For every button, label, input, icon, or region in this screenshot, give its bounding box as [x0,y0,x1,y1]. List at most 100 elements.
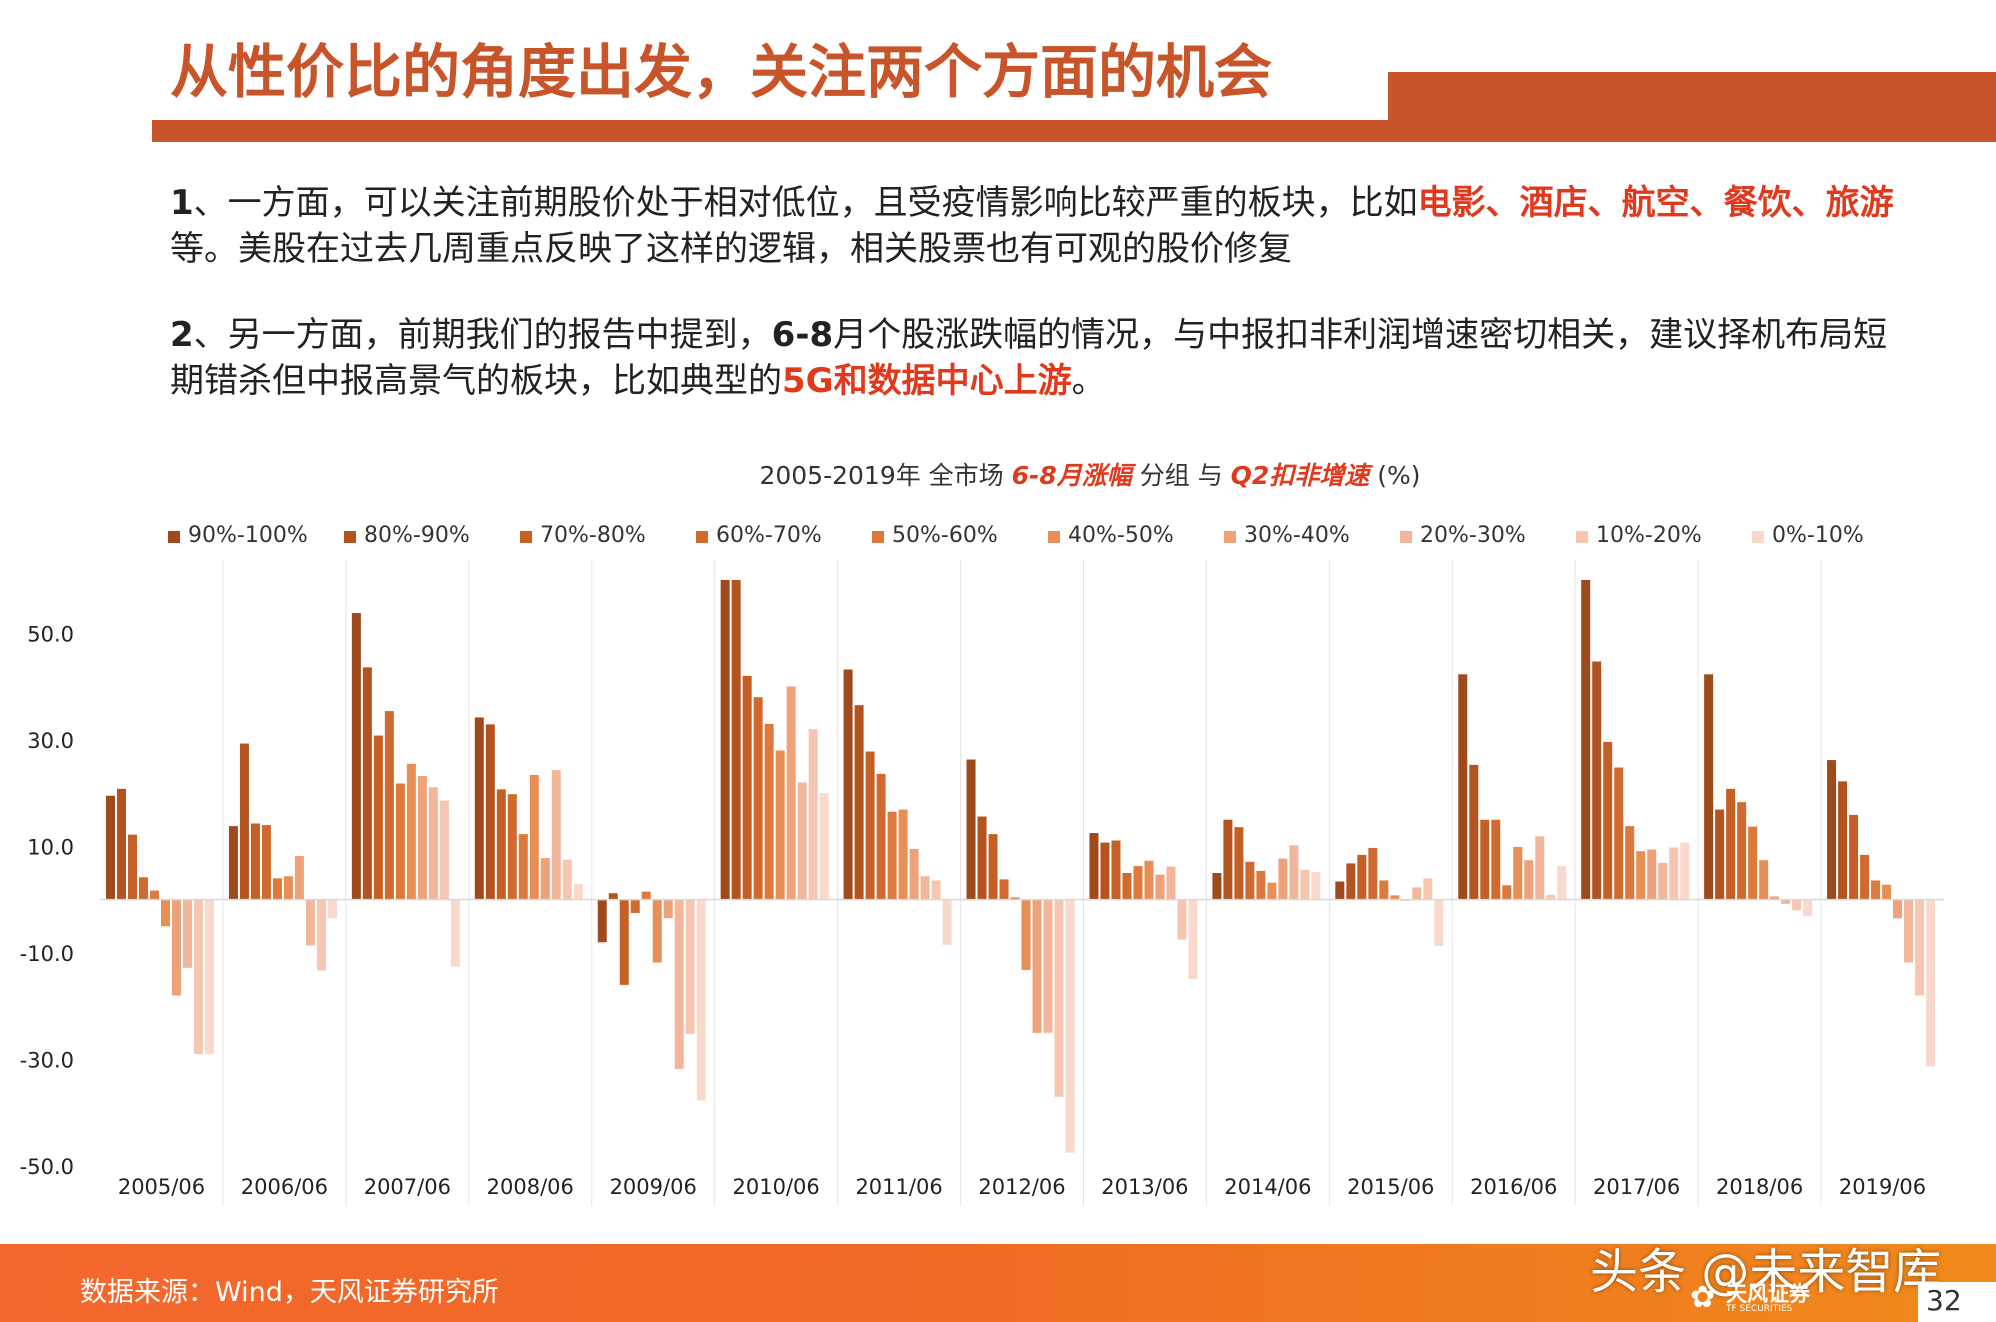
legend-label: 70%-80% [540,523,646,548]
bar [641,891,651,900]
x-tick-label: 2019/06 [1839,1175,1926,1199]
bar [808,729,818,900]
bar [373,735,383,900]
company-logo: ✿ 天风证券 TF SECURITIES [1690,1278,1822,1318]
paragraph-1-text-a: 、一方面，可以关注前期股价处于相对低位，且受疫情影响比较严重的板块，比如 [193,183,1418,223]
x-tick-label: 2007/06 [364,1175,451,1199]
bar [1133,866,1143,900]
bar [652,899,662,963]
bar [1122,873,1132,900]
bar [1770,896,1780,900]
bar [1212,873,1222,900]
chart-title-middle: 分组 与 [1132,461,1231,490]
bar-chart: 2005-2019年 全市场 6-8月涨幅 分组 与 Q2扣非增速 (%) 90… [20,461,1944,1206]
bar [1155,874,1165,900]
bar [1704,674,1714,900]
watermark: 头条 @未来智库 [1590,1244,1942,1300]
legend-label: 80%-90% [364,523,470,548]
bar [1680,842,1690,900]
bar [1065,899,1075,1153]
paragraph-2-text-c: 。 [1071,361,1106,401]
bar [518,834,528,900]
bar [1458,674,1468,900]
bar [106,795,115,900]
bar [1335,881,1345,900]
bar [194,899,203,1055]
chart-title: 2005-2019年 全市场 6-8月涨幅 分组 与 Q2扣非增速 (%) [759,461,1420,490]
bar [1636,851,1646,900]
bar [854,705,864,900]
bar [540,858,550,900]
legend-item: 90%-100% [168,523,308,548]
bar [797,782,807,900]
bar [139,877,148,900]
x-tick-label: 2011/06 [855,1175,942,1199]
bar [1491,819,1501,900]
bar [1535,836,1545,900]
legend-item: 20%-30% [1400,523,1526,548]
slide-title: 从性价比的角度出发，关注两个方面的机会 [170,38,1273,106]
paragraph-1: 1、一方面，可以关注前期股价处于相对低位，且受疫情影响比较严重的板块，比如电影、… [170,180,1910,272]
logo-mark-icon: ✿ [1690,1280,1716,1315]
bar [1871,880,1881,900]
bar [1469,764,1479,900]
bar [1524,860,1534,900]
paragraph-1-text-b: 等。美股在过去几周重点反映了这样的逻辑，相关股票也有可观的股价修复 [170,229,1292,269]
bar [1021,899,1031,970]
bar [1223,819,1233,900]
bar [608,893,618,900]
bar [876,773,886,900]
chart-title-highlight-2: Q2扣非增速 [1231,461,1374,490]
bar [764,723,774,900]
paragraph-2-bold-range: 6-8 [771,315,834,355]
y-tick-label: -50.0 [20,1155,74,1179]
bar [1267,882,1277,900]
bar [417,776,427,900]
bar [920,876,930,900]
bar [351,613,361,900]
legend-label: 60%-70% [716,523,822,548]
bar [150,890,159,900]
bar [239,743,249,900]
legend-item: 80%-90% [344,523,470,548]
legend-label: 30%-40% [1244,523,1350,548]
bar [1781,899,1791,904]
bar [977,816,987,900]
bar [327,899,337,919]
bar [1792,899,1802,911]
x-tick-label: 2005/06 [118,1175,205,1199]
chart-title-highlight-1: 6-8月涨幅 [1012,461,1137,490]
bar [1647,849,1657,900]
logo-cn-text: 天风证券 [1726,1282,1810,1306]
bar [1838,781,1848,900]
y-tick-label: -10.0 [20,942,74,966]
bar [1100,842,1110,900]
title-underline-bar [152,120,1388,142]
bar [1759,860,1769,900]
bar [685,899,695,1034]
bar [1849,814,1859,900]
x-tick-label: 2013/06 [1101,1175,1188,1199]
bar [663,899,673,919]
bar [1827,760,1837,900]
legend-swatch [1752,531,1764,543]
chart-title-suffix: (%) [1369,461,1420,490]
bar [205,899,214,1055]
bar [1748,826,1758,900]
paragraph-1-highlight: 电影、酒店、航空、餐饮、旅游 [1417,183,1894,223]
bar [1368,847,1378,900]
bar [1882,884,1892,900]
bar [485,724,495,900]
x-tick-label: 2018/06 [1716,1175,1803,1199]
legend-item: 40%-50% [1048,523,1174,548]
legend-label: 10%-20% [1596,523,1702,548]
bar [887,811,897,900]
legend-swatch [1048,531,1060,543]
bar [1234,827,1244,900]
legend-label: 50%-60% [892,523,998,548]
bar [161,899,170,927]
bar [529,774,539,900]
bar [362,667,372,900]
page-number-box [1918,1282,1996,1322]
y-tick-label: 30.0 [27,729,74,753]
